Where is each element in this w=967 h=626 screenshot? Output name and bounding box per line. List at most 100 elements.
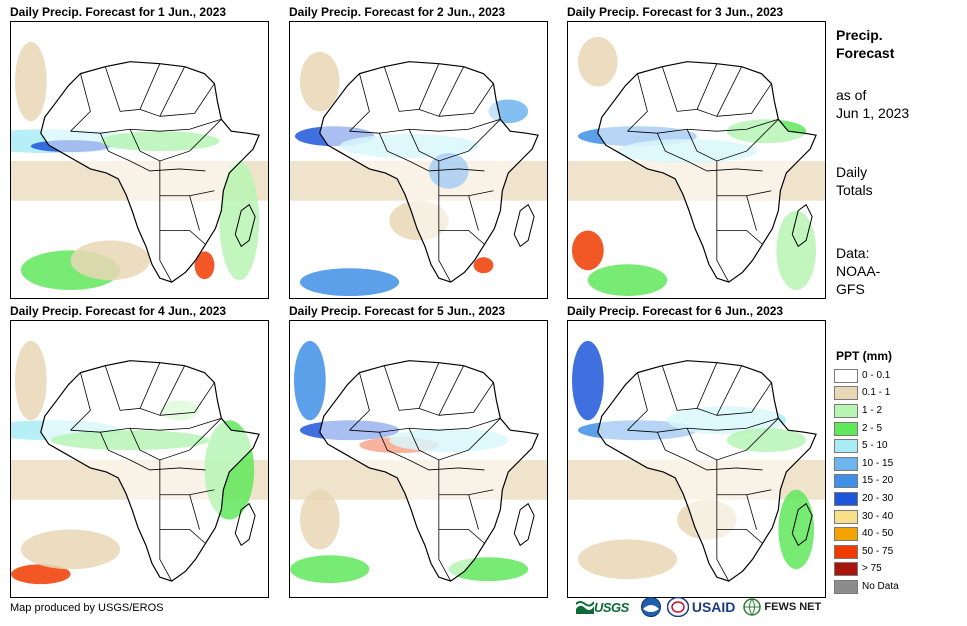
panel-title: Daily Precip. Forecast for 3 Jun., 2023 bbox=[567, 5, 784, 19]
country-border bbox=[627, 372, 648, 431]
map-canvas bbox=[290, 51, 547, 297]
period-label: Daily Totals bbox=[836, 163, 873, 199]
country-border bbox=[349, 372, 370, 431]
country-border bbox=[468, 195, 479, 231]
legend-label: 0.1 - 1 bbox=[862, 387, 891, 399]
country-border bbox=[656, 133, 688, 162]
legend-item: 10 - 15 bbox=[834, 455, 899, 473]
usaid-logo-text: USAID bbox=[691, 599, 736, 615]
legend-item: 50 - 75 bbox=[834, 543, 899, 561]
country-border bbox=[438, 459, 494, 496]
country-border bbox=[661, 362, 718, 411]
country-border bbox=[408, 160, 485, 172]
country-border bbox=[349, 417, 501, 433]
country-border bbox=[746, 494, 757, 530]
map-canvas bbox=[290, 340, 547, 584]
country-border bbox=[159, 160, 215, 197]
forecast-map-day6 bbox=[567, 320, 826, 598]
legend-label: 0 - 0.1 bbox=[862, 369, 891, 381]
africa-coastline bbox=[319, 360, 539, 582]
forecast-map-day4 bbox=[10, 320, 269, 598]
country-border bbox=[746, 195, 757, 231]
precip-area bbox=[70, 240, 150, 281]
legend-label: 15 - 20 bbox=[862, 475, 894, 487]
usaid-logo: USAID bbox=[692, 599, 736, 615]
country-border bbox=[129, 418, 222, 461]
legend-item: 0.1 - 1 bbox=[834, 385, 899, 403]
legend-label: 20 - 30 bbox=[862, 492, 894, 504]
forecast-map-day3 bbox=[567, 21, 826, 299]
country-border bbox=[438, 494, 485, 544]
country-border bbox=[70, 118, 222, 134]
legend: 0 - 0.1 0.1 - 1 1 - 2 2 - 5 5 - 10 10 - 15 15 … bbox=[834, 367, 899, 596]
forecast-map-day5 bbox=[289, 320, 548, 598]
data-source-line: NOAA- bbox=[836, 263, 881, 279]
country-border bbox=[70, 73, 91, 132]
madagascar-outline bbox=[513, 203, 535, 248]
country-border bbox=[716, 494, 763, 544]
legend-item: 15 - 20 bbox=[834, 473, 899, 491]
country-border bbox=[438, 230, 452, 283]
precip-area bbox=[473, 257, 494, 274]
legend-item: No Data bbox=[834, 578, 899, 596]
legend-swatch bbox=[834, 439, 858, 454]
legend-swatch bbox=[834, 544, 858, 559]
country-border bbox=[656, 432, 688, 461]
country-border bbox=[696, 66, 743, 117]
legend-item: 30 - 40 bbox=[834, 508, 899, 526]
legend-swatch bbox=[834, 579, 858, 594]
legend-swatch bbox=[834, 403, 858, 418]
country-border bbox=[159, 382, 215, 416]
fews-net-logo: FEWS NET bbox=[743, 598, 821, 616]
country-border bbox=[159, 529, 173, 582]
country-border bbox=[696, 365, 743, 416]
legend-swatch bbox=[834, 509, 858, 524]
madagascar-outline bbox=[513, 502, 535, 547]
country-border bbox=[686, 160, 763, 172]
legend-label: 30 - 40 bbox=[862, 510, 894, 522]
legend-label: > 75 bbox=[862, 563, 882, 575]
noaa-logo bbox=[640, 597, 661, 617]
country-border bbox=[438, 529, 452, 582]
country-border bbox=[627, 118, 779, 134]
sidebar-title-line: Precip. bbox=[836, 27, 883, 43]
country-border bbox=[716, 195, 763, 245]
precip-area bbox=[194, 251, 215, 280]
africa-coastline bbox=[40, 61, 260, 283]
madagascar-outline bbox=[234, 502, 256, 547]
noaa-emblem-icon bbox=[640, 597, 661, 617]
country-border bbox=[104, 63, 161, 112]
period-line: Totals bbox=[836, 182, 873, 198]
legend-label: No Data bbox=[862, 580, 899, 592]
madagascar-outline bbox=[791, 203, 813, 248]
panel-title: Daily Precip. Forecast for 6 Jun., 2023 bbox=[567, 304, 784, 318]
africa-coastline bbox=[597, 360, 817, 582]
usaid-seal-icon bbox=[666, 597, 689, 617]
precip-area bbox=[14, 41, 47, 122]
country-border bbox=[418, 365, 465, 416]
legend-swatch bbox=[834, 562, 858, 577]
precip-area bbox=[571, 340, 604, 421]
legend-swatch bbox=[834, 368, 858, 383]
usgs-wave-icon bbox=[576, 601, 594, 614]
country-border bbox=[438, 195, 485, 245]
usgs-logo: USGS bbox=[576, 600, 629, 615]
country-border bbox=[438, 382, 494, 416]
country-border bbox=[716, 230, 730, 283]
country-border bbox=[408, 418, 501, 461]
sidebar-title: Precip. Forecast bbox=[836, 26, 894, 62]
country-border bbox=[716, 459, 772, 496]
legend-swatch bbox=[834, 456, 858, 471]
precip-area bbox=[11, 564, 71, 585]
precip-area bbox=[587, 264, 668, 297]
africa-coastline bbox=[597, 61, 817, 283]
precip-area bbox=[577, 539, 678, 580]
country-border bbox=[104, 362, 161, 411]
legend-label: 5 - 10 bbox=[862, 440, 888, 452]
as-of-value: Jun 1, 2023 bbox=[836, 105, 910, 121]
country-border bbox=[189, 494, 200, 530]
panel-title: Daily Precip. Forecast for 2 Jun., 2023 bbox=[289, 5, 506, 19]
country-border bbox=[99, 432, 131, 461]
period-line: Daily bbox=[836, 164, 868, 180]
legend-item: 2 - 5 bbox=[834, 420, 899, 438]
